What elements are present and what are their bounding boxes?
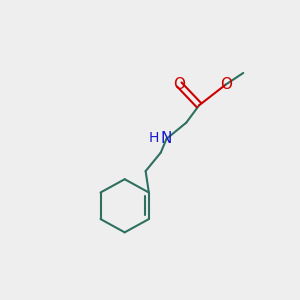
Text: H: H [148,130,159,145]
Text: O: O [220,77,232,92]
Text: O: O [173,77,185,92]
Text: N: N [161,131,172,146]
